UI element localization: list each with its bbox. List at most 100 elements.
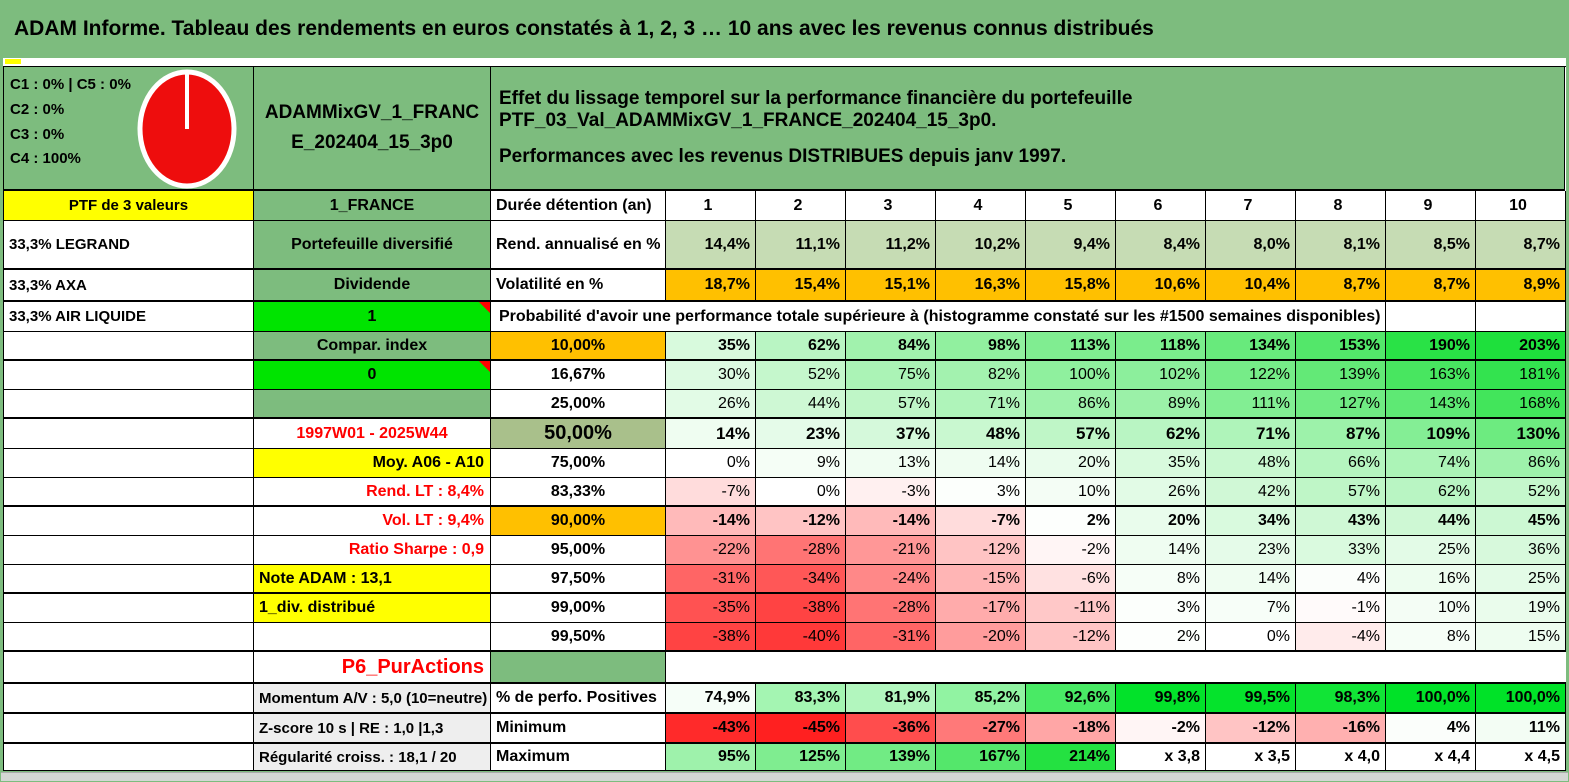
empty-cell[interactable]	[1386, 302, 1476, 332]
data-cell[interactable]: -45%	[756, 714, 846, 744]
data-cell[interactable]: -43%	[666, 714, 756, 744]
data-cell[interactable]: 168%	[1476, 390, 1566, 419]
data-cell[interactable]: -15%	[936, 565, 1026, 594]
data-cell[interactable]: -2%	[1116, 714, 1206, 744]
row-label-c[interactable]: 75,00%	[491, 449, 666, 478]
row-label-c[interactable]: 99,50%	[491, 623, 666, 652]
data-cell[interactable]: 8,7%	[1386, 270, 1476, 302]
row-label-b[interactable]: Vol. LT : 9,4%	[254, 507, 491, 536]
row-label-c[interactable]: 83,33%	[491, 478, 666, 507]
data-cell[interactable]: -1%	[1296, 594, 1386, 623]
data-cell[interactable]: 98,3%	[1296, 684, 1386, 714]
row-label-b[interactable]: Momentum A/V : 5,0 (10=neutre)	[254, 684, 491, 714]
data-cell[interactable]: 25%	[1476, 565, 1566, 594]
row-label-b[interactable]	[254, 390, 491, 419]
data-cell[interactable]: -12%	[936, 536, 1026, 565]
row-label-c[interactable]: 50,00%	[491, 419, 666, 449]
data-cell[interactable]: 52%	[1476, 478, 1566, 507]
data-cell[interactable]: 10,2%	[936, 221, 1026, 270]
data-cell[interactable]: 8,0%	[1206, 221, 1296, 270]
data-cell[interactable]: 85,2%	[936, 684, 1026, 714]
data-cell[interactable]: 23%	[1206, 536, 1296, 565]
data-cell[interactable]: -34%	[756, 565, 846, 594]
data-cell[interactable]: 8,7%	[1476, 221, 1566, 270]
data-cell[interactable]: -12%	[1206, 714, 1296, 744]
data-cell[interactable]: 3%	[936, 478, 1026, 507]
data-cell[interactable]: 125%	[756, 744, 846, 771]
data-cell[interactable]: 10%	[1026, 478, 1116, 507]
data-cell[interactable]: 2	[756, 191, 846, 221]
row-label-a[interactable]	[4, 536, 254, 565]
data-cell[interactable]: x 3,8	[1116, 744, 1206, 771]
data-cell[interactable]: -18%	[1026, 714, 1116, 744]
data-cell[interactable]: 30%	[666, 361, 756, 390]
data-cell[interactable]: 15%	[1476, 623, 1566, 652]
row-label-a[interactable]	[4, 449, 254, 478]
data-cell[interactable]: 127%	[1296, 390, 1386, 419]
data-cell[interactable]: 86%	[1026, 390, 1116, 419]
allocation-cell[interactable]: C1 : 0% | C5 : 0% C2 : 0% C3 : 0% C4 : 1…	[4, 67, 254, 191]
data-cell[interactable]: -38%	[756, 594, 846, 623]
data-cell[interactable]: 7%	[1206, 594, 1296, 623]
row-label-a[interactable]	[4, 361, 254, 390]
data-cell[interactable]: 9,4%	[1026, 221, 1116, 270]
data-cell[interactable]: 52%	[756, 361, 846, 390]
data-cell[interactable]: 14%	[666, 419, 756, 449]
probability-span-header[interactable]: Probabilité d'avoir une performance tota…	[491, 302, 1386, 332]
row-label-a[interactable]	[4, 714, 254, 744]
row-label-b[interactable]: Moy. A06 - A10	[254, 449, 491, 478]
data-cell[interactable]: 9%	[756, 449, 846, 478]
description-cell[interactable]: Effet du lissage temporel sur la perform…	[491, 67, 1565, 191]
data-cell[interactable]: -28%	[846, 594, 936, 623]
data-cell[interactable]: 11,1%	[756, 221, 846, 270]
data-cell[interactable]: 139%	[846, 744, 936, 771]
data-cell[interactable]: 8,9%	[1476, 270, 1566, 302]
data-cell[interactable]: 66%	[1296, 449, 1386, 478]
data-cell[interactable]: 0%	[1206, 623, 1296, 652]
row-label-a[interactable]	[4, 594, 254, 623]
data-cell[interactable]: 25%	[1386, 536, 1476, 565]
data-cell[interactable]: 9	[1386, 191, 1476, 221]
row-label-c[interactable]: 95,00%	[491, 536, 666, 565]
data-cell[interactable]: 8%	[1116, 565, 1206, 594]
data-cell[interactable]: -4%	[1296, 623, 1386, 652]
row-label-b[interactable]: 1_div. distribué	[254, 594, 491, 623]
data-cell[interactable]: 100,0%	[1386, 684, 1476, 714]
data-cell[interactable]: 19%	[1476, 594, 1566, 623]
data-cell[interactable]: 15,1%	[846, 270, 936, 302]
data-cell[interactable]: -31%	[666, 565, 756, 594]
row-label-b[interactable]: Note ADAM : 13,1	[254, 565, 491, 594]
data-cell[interactable]: 109%	[1386, 419, 1476, 449]
data-cell[interactable]: 57%	[846, 390, 936, 419]
data-cell[interactable]: -27%	[936, 714, 1026, 744]
data-cell[interactable]: 23%	[756, 419, 846, 449]
row-label-a[interactable]	[4, 507, 254, 536]
data-cell[interactable]: 14%	[1206, 565, 1296, 594]
data-cell[interactable]: 134%	[1206, 332, 1296, 361]
data-cell[interactable]: -21%	[846, 536, 936, 565]
data-cell[interactable]: 71%	[1206, 419, 1296, 449]
row-label-b[interactable]: Z-score 10 s | RE : 1,0 |1,3	[254, 714, 491, 744]
data-cell[interactable]: 18,7%	[666, 270, 756, 302]
data-cell[interactable]: 14%	[1116, 536, 1206, 565]
data-cell[interactable]: -16%	[1296, 714, 1386, 744]
data-cell[interactable]: 8,5%	[1386, 221, 1476, 270]
data-cell[interactable]: 6	[1116, 191, 1206, 221]
data-cell[interactable]: -22%	[666, 536, 756, 565]
data-cell[interactable]: 86%	[1476, 449, 1566, 478]
row-label-c[interactable]: Volatilité en %	[491, 270, 666, 302]
data-cell[interactable]: -38%	[666, 623, 756, 652]
row-label-c[interactable]: Rend. annualisé en %	[491, 221, 666, 270]
data-cell[interactable]: 92,6%	[1026, 684, 1116, 714]
row-label-b[interactable]: Rend. LT : 8,4%	[254, 478, 491, 507]
data-cell[interactable]: 62%	[756, 332, 846, 361]
data-cell[interactable]: 15,8%	[1026, 270, 1116, 302]
data-cell[interactable]: 35%	[666, 332, 756, 361]
data-cell[interactable]: 7	[1206, 191, 1296, 221]
row-label-b[interactable]: Ratio Sharpe : 0,9	[254, 536, 491, 565]
data-cell[interactable]: -31%	[846, 623, 936, 652]
row-label-c[interactable]: % de perfo. Positives	[491, 684, 666, 714]
data-cell[interactable]: -20%	[936, 623, 1026, 652]
data-cell[interactable]: -14%	[666, 507, 756, 536]
data-cell[interactable]: 16,3%	[936, 270, 1026, 302]
